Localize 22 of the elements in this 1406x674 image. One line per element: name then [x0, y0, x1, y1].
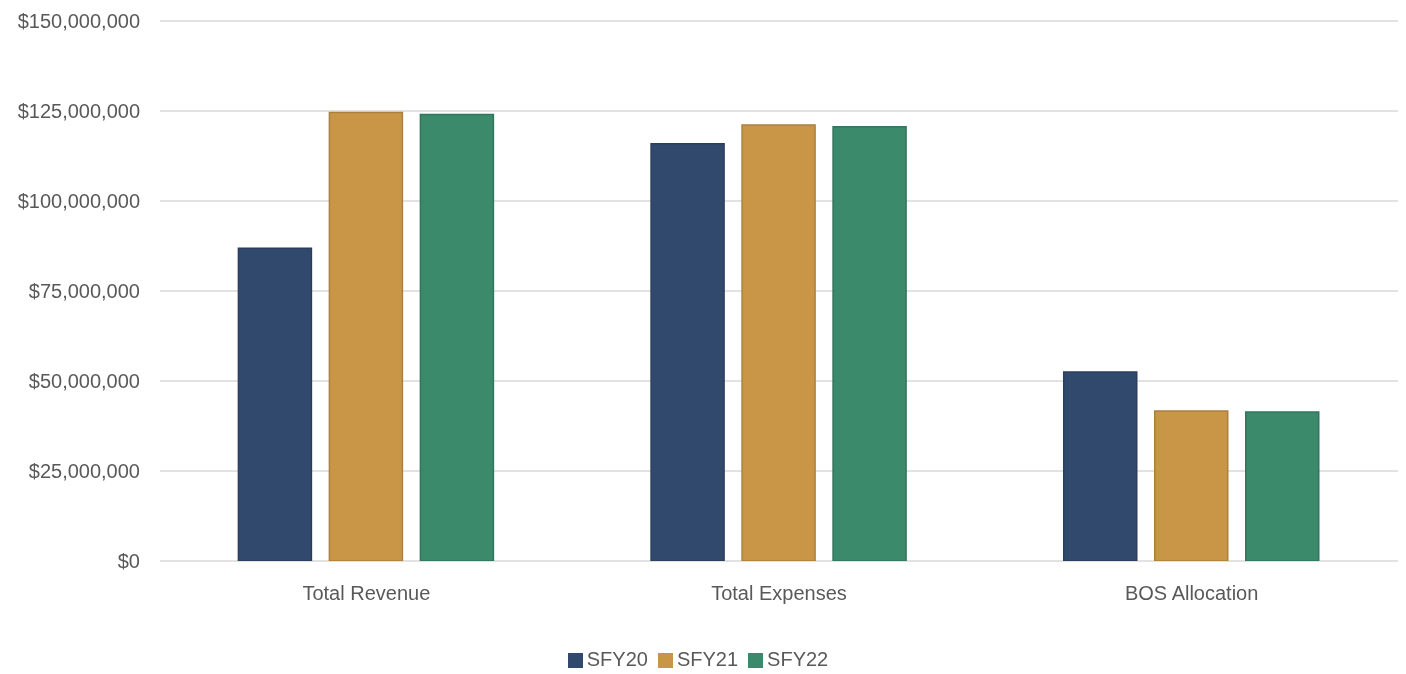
bar: [741, 124, 816, 561]
bar: [1062, 371, 1138, 561]
y-tick-label: $50,000,000: [28, 370, 140, 393]
bar: [328, 111, 404, 561]
x-tick-label: BOS Allocation: [1124, 582, 1259, 605]
bar: [237, 247, 313, 561]
bar: [1244, 411, 1320, 561]
legend-label: SFY21: [676, 648, 739, 670]
x-tick-label: Total Revenue: [302, 582, 431, 605]
y-tick-label: $150,000,000: [17, 10, 140, 33]
legend-label: SFY20: [586, 648, 648, 670]
y-tick-label: $100,000,000: [17, 190, 140, 213]
x-tick-label: Total Expenses: [711, 582, 847, 605]
y-tick-label: $75,000,000: [28, 280, 140, 303]
bar: [650, 143, 725, 561]
bar: [832, 126, 907, 561]
bar: [1153, 410, 1229, 561]
y-tick-label: $125,000,000: [17, 100, 140, 123]
y-tick-label: $25,000,000: [28, 460, 140, 483]
y-tick-label: $0: [117, 550, 140, 573]
bar: [419, 113, 495, 561]
legend-label: SFY22: [767, 648, 829, 670]
